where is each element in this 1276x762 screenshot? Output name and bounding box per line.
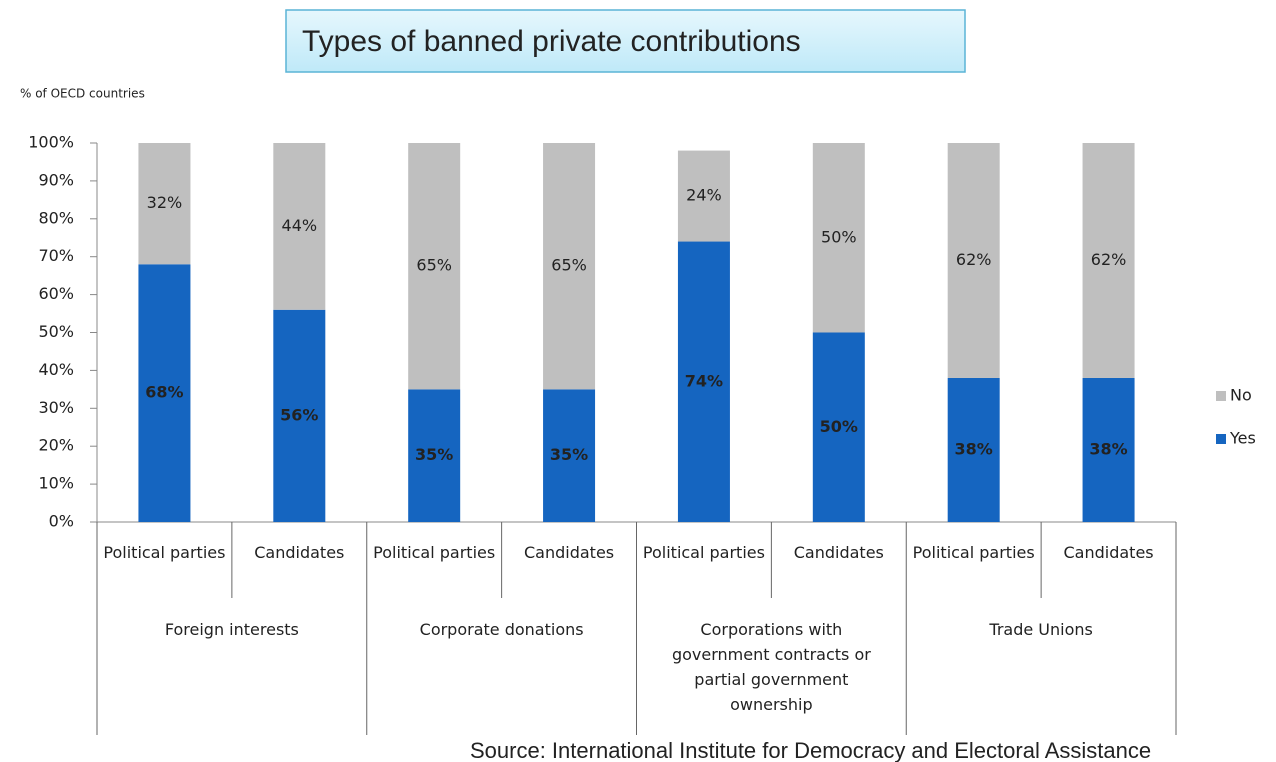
y-tick-label: 90% — [38, 170, 74, 189]
bar-segment — [408, 143, 461, 390]
value-label: 38% — [1089, 439, 1127, 458]
group-label: Corporations with government contracts o… — [671, 620, 871, 714]
value-label: 44% — [282, 216, 318, 235]
bar-segment — [1082, 143, 1135, 378]
value-label: 35% — [550, 445, 588, 464]
value-label: 38% — [955, 439, 993, 458]
chart-title: Types of banned private contributions — [302, 25, 801, 58]
y-tick-label: 40% — [38, 360, 74, 379]
bar-segment — [812, 332, 865, 522]
bar-segment — [273, 143, 326, 310]
value-label: 50% — [820, 417, 858, 436]
bar-segment — [408, 389, 461, 522]
bar-segment — [677, 241, 730, 523]
bar-segment — [138, 143, 191, 265]
x-tick-label: Candidates — [523, 543, 615, 562]
value-label: 32% — [147, 193, 183, 212]
y-tick-label: 100% — [28, 133, 74, 152]
bar-segment — [1082, 377, 1135, 522]
x-tick-label: Candidates — [254, 543, 345, 562]
y-tick-label: 0% — [49, 512, 74, 531]
value-label: 24% — [686, 186, 722, 205]
bar-segment — [812, 143, 865, 333]
y-tick-label: 80% — [38, 208, 74, 227]
bar-segment — [947, 377, 1000, 522]
bar-segment — [138, 264, 191, 522]
y-axis-label: % of OECD countries — [20, 87, 145, 101]
y-tick-label: 30% — [38, 398, 74, 417]
x-tick-label: Candidates — [793, 543, 884, 562]
value-label: 65% — [416, 256, 452, 275]
value-label: 65% — [551, 256, 587, 275]
value-label: 50% — [821, 227, 857, 246]
title-box — [285, 9, 966, 73]
value-label: 62% — [1091, 250, 1127, 269]
y-tick-label: 70% — [38, 246, 74, 265]
x-tick-label: Candidates — [1063, 543, 1154, 562]
group-label: Trade Unions — [989, 620, 1093, 639]
y-tick-label: 60% — [38, 284, 74, 303]
y-tick-label: 50% — [38, 322, 74, 341]
legend-swatch — [1216, 391, 1226, 401]
legend-label: Yes — [1229, 429, 1256, 448]
x-tick-label: Political parties — [103, 543, 226, 562]
source: Source: International Institute for Demo… — [470, 738, 1151, 762]
legend-label: No — [1230, 386, 1252, 405]
bar-segment — [543, 143, 596, 390]
bar-segment — [677, 150, 730, 242]
y-tick-label: 10% — [38, 474, 74, 493]
x-tick-label: Political parties — [373, 543, 496, 562]
value-label: 74% — [685, 371, 723, 390]
bar-segment — [273, 309, 326, 522]
group-label: Foreign interests — [164, 620, 299, 639]
y-tick-label: 20% — [38, 436, 74, 455]
x-tick-label: Political parties — [642, 543, 765, 562]
x-tick-label: Political parties — [912, 543, 1035, 562]
group-label: Corporate donations — [419, 620, 584, 639]
value-label: 62% — [956, 250, 992, 269]
value-label: 68% — [145, 383, 183, 402]
bar-segment — [543, 389, 596, 522]
bar-segment — [947, 143, 1000, 378]
value-label: 35% — [415, 445, 453, 464]
legend-swatch — [1216, 434, 1226, 444]
value-label: 56% — [280, 405, 318, 424]
